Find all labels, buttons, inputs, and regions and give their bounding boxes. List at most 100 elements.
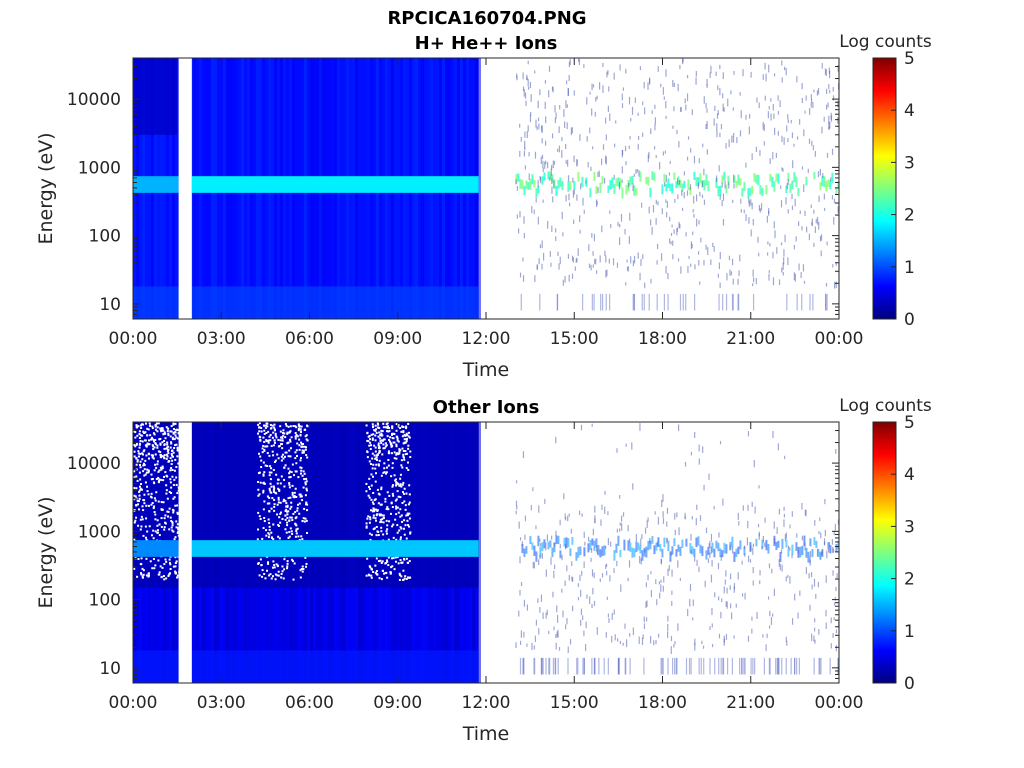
sparse-count — [301, 565, 304, 568]
sparse-count — [136, 426, 139, 429]
sparse-count — [667, 623, 669, 631]
sparse-count — [376, 509, 379, 512]
sparse-count — [277, 535, 280, 538]
sparse-count — [516, 185, 519, 191]
sparse-count — [809, 551, 812, 557]
sparse-count — [597, 171, 599, 177]
sparse-count — [152, 457, 155, 460]
sparse-count — [811, 633, 813, 641]
sparse-count — [681, 190, 683, 196]
sparse-count — [280, 572, 283, 575]
sparse-count — [607, 613, 610, 618]
sparse-count — [166, 443, 169, 446]
sparse-count — [778, 559, 780, 567]
sparse-count — [133, 521, 136, 524]
sparse-count — [818, 195, 820, 203]
sparse-count — [534, 635, 537, 642]
sparse-count — [619, 494, 621, 499]
sparse-count — [748, 198, 750, 204]
sparse-count — [377, 560, 380, 563]
sparse-count — [372, 475, 375, 478]
sparse-count — [648, 78, 651, 84]
sparse-count — [392, 484, 395, 487]
low-energy-count — [778, 657, 780, 675]
sparse-count — [304, 483, 307, 486]
sparse-count — [163, 475, 166, 478]
sparse-count — [391, 432, 394, 435]
sparse-count — [403, 438, 406, 441]
sparse-count — [794, 198, 796, 207]
sparse-count — [828, 549, 830, 553]
sparse-count — [379, 434, 382, 437]
sparse-count — [137, 452, 140, 455]
sparse-band-count — [557, 179, 560, 189]
sparse-count — [571, 127, 573, 134]
sparse-count — [265, 431, 268, 434]
sparse-count — [777, 131, 779, 136]
sparse-count — [266, 502, 269, 505]
sparse-count — [256, 538, 259, 541]
sparse-count — [401, 447, 404, 450]
sparse-count — [280, 475, 283, 478]
sparse-count — [139, 439, 142, 442]
sparse-count — [374, 517, 377, 520]
sparse-count — [405, 437, 408, 440]
sparse-count — [279, 501, 282, 504]
sparse-count — [606, 269, 608, 277]
sparse-count — [728, 255, 731, 261]
sparse-count — [144, 439, 147, 442]
sparse-count — [391, 525, 394, 528]
sparse-count — [380, 429, 383, 432]
sparse-band-count — [735, 180, 738, 188]
sparse-count — [828, 542, 831, 547]
sparse-count — [376, 426, 379, 429]
sparse-count — [141, 453, 144, 456]
sparse-count — [565, 100, 567, 109]
sparse-count — [159, 456, 162, 459]
sparse-count — [169, 446, 172, 449]
sparse-count — [660, 584, 662, 592]
low-energy-count — [549, 657, 551, 675]
sparse-count — [165, 577, 168, 580]
sparse-count — [707, 247, 709, 255]
sparse-count — [408, 576, 411, 579]
sparse-count — [821, 63, 823, 69]
sparse-count — [275, 563, 278, 566]
sparse-count — [279, 521, 282, 524]
sparse-count — [394, 518, 397, 521]
sparse-count — [290, 501, 293, 504]
sparse-count — [145, 504, 148, 507]
sparse-count — [144, 481, 147, 484]
sparse-count — [645, 617, 648, 622]
sparse-count — [787, 138, 789, 143]
sparse-count — [138, 432, 141, 435]
sparse-count — [368, 532, 371, 535]
sparse-count — [294, 457, 297, 460]
sparse-count — [385, 423, 388, 426]
sparse-count — [702, 446, 704, 453]
sparse-count — [614, 634, 616, 641]
sparse-count — [629, 136, 631, 140]
sparse-count — [402, 431, 405, 434]
sparse-count — [174, 536, 177, 539]
sparse-count — [298, 444, 301, 447]
colorbar-tick-label: 3 — [904, 517, 915, 537]
sparse-count — [768, 563, 771, 569]
sparse-count — [588, 244, 590, 252]
sparse-count — [583, 561, 585, 568]
sparse-count — [573, 90, 575, 96]
sparse-count — [799, 210, 801, 214]
sparse-count — [370, 433, 373, 436]
sparse-count — [402, 430, 405, 433]
sparse-count — [824, 529, 826, 537]
sparse-count — [272, 488, 275, 491]
sparse-count — [564, 513, 566, 519]
sparse-count — [541, 125, 543, 133]
sparse-count — [793, 245, 795, 250]
sparse-count — [273, 564, 276, 567]
sparse-count — [399, 477, 402, 480]
sparse-count — [152, 537, 155, 540]
sparse-band-count — [527, 181, 530, 190]
sparse-count — [642, 132, 644, 137]
sparse-count — [527, 125, 529, 132]
